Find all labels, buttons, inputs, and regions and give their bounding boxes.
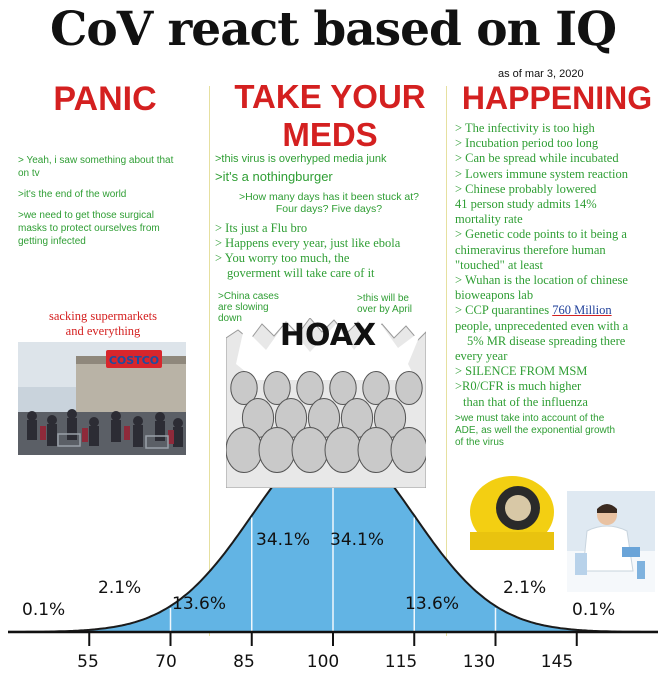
supermarket-caption: sacking supermarkets and everything (28, 309, 178, 339)
april-line: over by April (357, 304, 413, 315)
meds-line: >How many days has it been stuck at? (238, 191, 420, 203)
happening-text-block: > The infectivity is too high > Incubati… (455, 121, 665, 449)
supermarket-line: sacking supermarkets (49, 309, 157, 323)
panic-line: on tv (18, 168, 40, 179)
april-note: >this will be over by April (357, 293, 412, 315)
divider-left (209, 86, 210, 636)
npc-head (324, 427, 362, 473)
meds-line: >it's a nothingburger (215, 169, 333, 184)
npc-head (230, 371, 258, 405)
happening-line: than that of the influenza (463, 394, 588, 409)
header-meds-line1: TAKE YOUR (234, 78, 426, 115)
ccp-line: > CCP quarantines 760 Million (455, 303, 665, 318)
happening-line: > Wuhan is the location of chinese (455, 273, 628, 288)
tick-label: 145 (540, 652, 574, 672)
china-cases-note: >China cases are slowing down (218, 291, 279, 324)
pct-label-left-tail: 2.1% (98, 578, 142, 598)
happening-small-line: >we must take into account of the (455, 412, 605, 424)
hoax-label: HOAX (279, 318, 377, 353)
happening-line: > Genetic code points to it being a (455, 227, 627, 242)
happening-small-line: of the virus (455, 436, 504, 448)
tick-label: 130 (462, 652, 496, 672)
npc-head (395, 371, 423, 405)
pct-label-right-mid: 13.6% (405, 594, 460, 614)
meds-line: > You worry too much, the (215, 251, 350, 265)
panic-text-block: > Yeah, i saw something about that on tv… (18, 154, 204, 248)
lab-scientist-photo (567, 491, 655, 592)
x-axis-ticks (88, 632, 578, 646)
meds-line: Four days? Five days? (275, 203, 383, 215)
china-line: >China cases (218, 291, 279, 302)
npc-head (390, 427, 426, 473)
happening-line: chimeravirus therefore human (455, 242, 606, 257)
tick-label: 115 (384, 652, 418, 672)
tick-label: 100 (306, 652, 340, 672)
happening-line: > Incubation period too long (455, 136, 599, 151)
sd-lines (169, 442, 497, 632)
npc-head (263, 371, 291, 405)
happening-line: "touched" at least (455, 257, 543, 272)
april-line: >this will be (357, 293, 409, 304)
pct-label-right-tail: 2.1% (503, 578, 547, 598)
npc-head (258, 427, 296, 473)
tick-label: 55 (77, 652, 99, 672)
panic-line: getting infected (18, 236, 86, 247)
pct-label-left-mid: 13.6% (172, 594, 227, 614)
meds-line: > Happens every year, just like ebola (215, 236, 401, 250)
costco-crowd-photo: COSTCO (18, 342, 186, 455)
page-title: CoV react based on IQ (49, 2, 617, 57)
happening-line: > Chinese probably lowered (455, 181, 597, 196)
happening-line: 41 person study admits 14% (455, 197, 597, 212)
china-line: are slowing (218, 302, 269, 313)
header-take-your-meds: TAKE YOUR MEDS (210, 78, 450, 154)
npc-head (296, 371, 324, 405)
ccp-number: 760 Million (552, 303, 612, 318)
tick-label: 85 (233, 652, 255, 672)
npc-head (362, 371, 390, 405)
costco-sign: COSTCO (109, 354, 159, 367)
china-line: down (218, 313, 242, 324)
divider-right (446, 86, 447, 636)
npc-crowd-image (226, 318, 426, 488)
panic-line: masks to protect ourselves from (18, 223, 160, 234)
header-meds-line2: MEDS (282, 116, 378, 153)
supermarket-line: and everything (65, 324, 141, 338)
meds-line: >this virus is overhyped media junk (215, 153, 387, 165)
npc-head (357, 427, 395, 473)
pct-label-center-right: 34.1% (330, 530, 385, 550)
pct-label-center-left: 34.1% (256, 530, 311, 550)
happening-line: > Can be spread while incubated (455, 151, 619, 166)
happening-small-line: ADE, as well the exponential growth (455, 424, 616, 436)
npc-head (226, 427, 263, 473)
happening-line: >R0/CFR is much higher (455, 379, 582, 394)
header-happening: HAPPENING (461, 80, 653, 116)
happening-line: 5% MR disease spreading there (467, 333, 626, 348)
happening-line: > Lowers immune system reaction (455, 166, 628, 181)
npc-head (329, 371, 357, 405)
panic-line: >it's the end of the world (18, 189, 127, 200)
hazmat-photo (460, 470, 560, 550)
tick-label: 70 (155, 652, 177, 672)
npc-head (291, 427, 329, 473)
happening-line: mortality rate (455, 212, 523, 227)
happening-line: > The infectivity is too high (455, 121, 595, 135)
happening-line: every year (455, 349, 508, 364)
meds-text-block: >this virus is overhyped media junk >it'… (215, 152, 443, 281)
happening-line: people, unprecedented even with a (455, 318, 629, 333)
happening-line: > SILENCE FROM MSM (455, 364, 588, 379)
panic-line: >we need to get those surgical (18, 210, 154, 221)
pct-label-far-right: 0.1% (572, 600, 616, 620)
pct-label-far-left: 0.1% (22, 600, 66, 620)
meds-line: > Its just a Flu bro (215, 221, 308, 235)
happening-line: bioweapons lab (455, 288, 534, 303)
meds-line: goverment will take care of it (227, 266, 375, 280)
date-note: as of mar 3, 2020 (498, 68, 584, 80)
panic-line: > Yeah, i saw something about that (18, 155, 174, 166)
header-panic: PANIC (53, 80, 157, 118)
ccp-prefix: > CCP quarantines (455, 303, 553, 318)
